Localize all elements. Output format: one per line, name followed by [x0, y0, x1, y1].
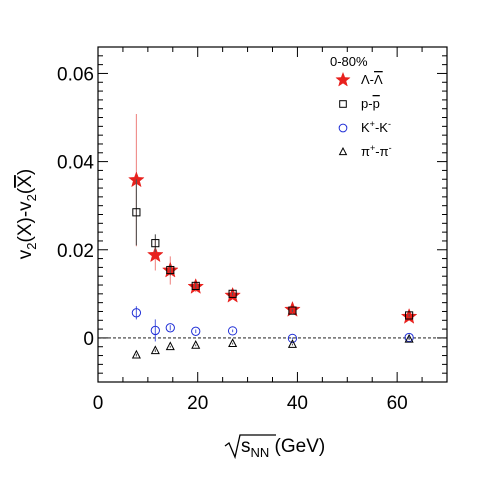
y-axis-title-text: v2(X)-v2(X) — [15, 169, 39, 259]
sqrt-sign — [224, 434, 276, 460]
legend-part: π — [361, 144, 370, 159]
data-point — [132, 208, 141, 217]
x-tick-label: 60 — [387, 393, 408, 414]
x-axis-title-unit: (GeV) — [269, 436, 325, 457]
data-point — [165, 323, 175, 333]
data-point — [227, 326, 238, 336]
legend-part-bar: p — [373, 96, 380, 111]
y-axis-title-close: ) — [15, 169, 36, 175]
y-axis-title-v: v — [15, 249, 36, 259]
legend-marker-star — [335, 71, 351, 87]
legend-part-bar: Λ — [374, 72, 383, 87]
y-tick-label: 0.06 — [57, 64, 94, 85]
legend-part: p- — [361, 96, 373, 111]
data-point — [131, 308, 142, 318]
legend-part: Λ- — [361, 72, 374, 87]
x-axis-title-s: s — [241, 436, 251, 457]
data-point — [191, 326, 201, 336]
legend-part: -π — [375, 144, 388, 159]
series-triangle — [131, 333, 414, 359]
legend-sup: - — [389, 143, 392, 153]
series-circle — [131, 306, 414, 344]
series-square — [132, 179, 414, 320]
data-point — [150, 345, 160, 355]
data-point — [287, 339, 297, 348]
y-axis-title-sub2: 2 — [24, 194, 39, 201]
x-axis-title-sub: NN — [251, 445, 270, 460]
legend-label-star: Λ-Λ — [361, 72, 383, 87]
y-tick-label: 0.02 — [57, 241, 94, 262]
x-tick-label: 0 — [93, 393, 104, 414]
data-point — [131, 349, 141, 359]
data-point — [146, 246, 164, 263]
data-point — [228, 289, 237, 298]
y-axis-title-x: (X)- — [15, 211, 36, 243]
y-axis-title: v2(X)-v2(X) — [15, 169, 39, 259]
data-point — [404, 333, 414, 343]
y-axis-title-open: ( — [15, 187, 36, 194]
legend-sup: + — [370, 143, 375, 153]
data-point — [165, 341, 175, 351]
y-axis-title-sub: 2 — [24, 243, 39, 250]
data-point — [166, 265, 175, 275]
legend-header: 0-80% — [330, 54, 368, 69]
y-axis-title-xbar: X — [15, 175, 36, 188]
plot-area — [98, 114, 447, 359]
data-point — [405, 311, 414, 320]
legend-sup: - — [388, 119, 391, 129]
data-point — [228, 338, 238, 348]
data-point — [287, 333, 298, 344]
legend-label-triangle: π+-π- — [361, 143, 392, 159]
legend: 0-80%Λ-Λp-pK+-K-π+-π- — [330, 54, 392, 159]
legend-part: -K — [375, 120, 388, 135]
x-axis-title: sNN (GeV) — [241, 436, 325, 460]
legend-label-square: p-p — [361, 96, 380, 111]
legend-label-circle: K+-K- — [361, 119, 391, 135]
data-point — [150, 325, 160, 336]
data-point — [284, 300, 301, 317]
legend-sup: + — [370, 119, 375, 129]
data-point — [191, 281, 200, 290]
data-point — [288, 306, 297, 315]
x-tick-label: 40 — [287, 393, 308, 414]
legend-part: K — [361, 120, 370, 135]
plot-frame — [97, 46, 448, 383]
y-tick-label: 0 — [83, 329, 94, 350]
y-axis-title-v2: v — [15, 201, 36, 211]
data-point — [191, 340, 201, 349]
x-tick-label: 20 — [187, 393, 208, 414]
y-tick-label: 0.04 — [57, 153, 94, 174]
legend-marker-circle — [338, 123, 348, 133]
legend-marker-square — [339, 100, 347, 108]
legend-marker-triangle — [338, 146, 348, 156]
data-point — [151, 239, 160, 248]
